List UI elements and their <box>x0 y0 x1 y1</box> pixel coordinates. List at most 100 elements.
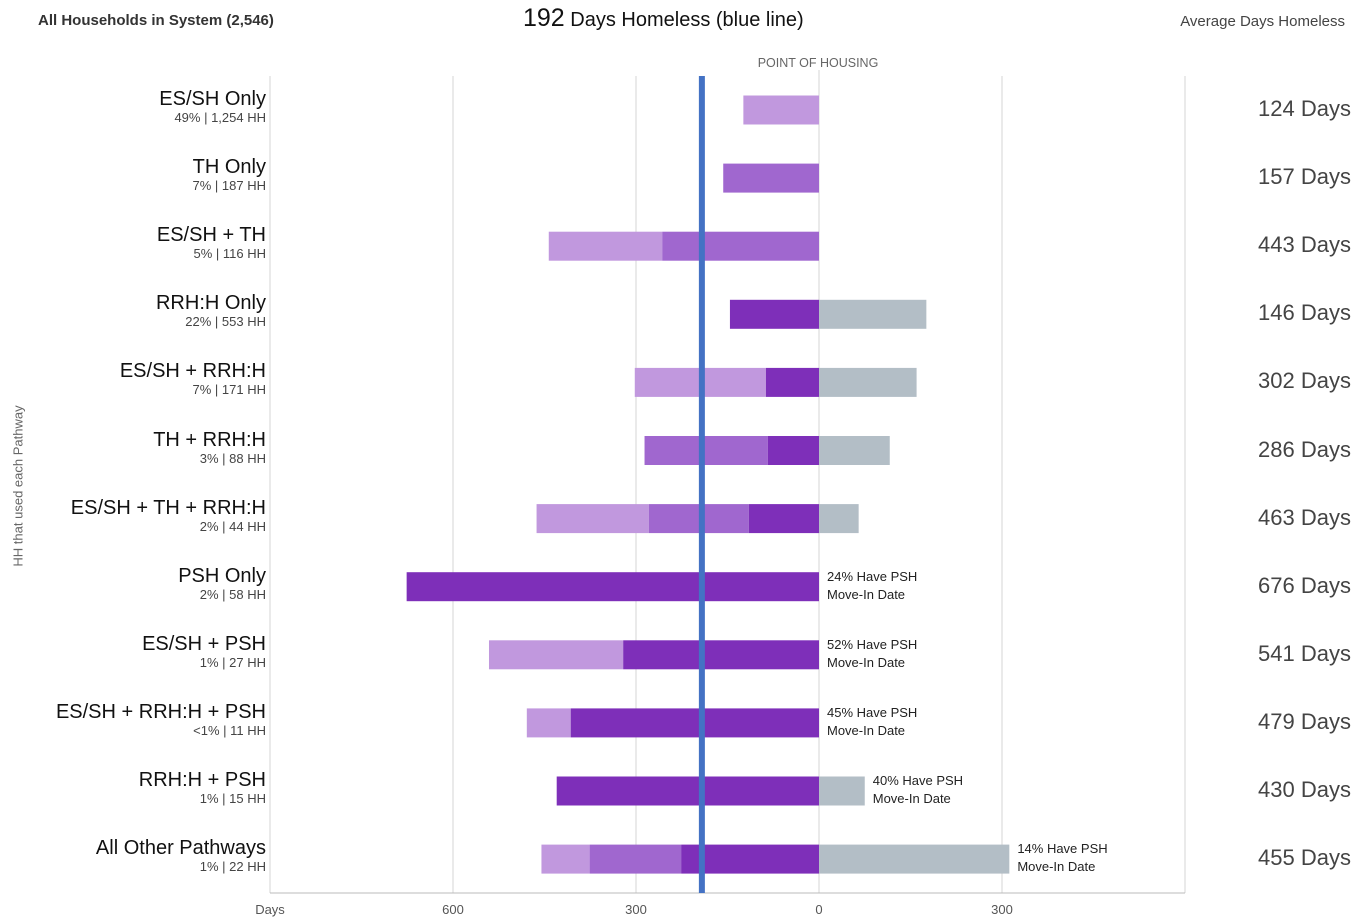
category-share: 2% | 44 HH <box>199 518 266 534</box>
average-days-label: 124 Days <box>1258 96 1351 121</box>
psh-move-in-note: 52% Have PSH Move-In Date <box>827 636 917 672</box>
psh-note-line: 45% Have PSH <box>827 704 918 720</box>
bar-segment <box>536 504 649 534</box>
category-label: ES/SH + PSH 1% | 27 HH <box>142 633 266 671</box>
bar-segment <box>819 504 859 534</box>
category-share: 49% | 1,254 HH <box>174 110 266 125</box>
bar-segment <box>541 844 590 874</box>
average-days-label: 455 Days <box>1258 845 1351 871</box>
bar-segment <box>548 231 663 261</box>
category-name: RRH:H Only <box>155 292 266 315</box>
category-name: TH Only <box>192 156 266 179</box>
x-tick-label: 0 <box>815 902 822 917</box>
category-share: 1% | 15 HH <box>199 791 266 806</box>
x-tick-label: 300 <box>991 902 1013 917</box>
category-label: TH Only 7% | 187 HH <box>193 156 266 194</box>
psh-note-line: 52% Have PSH <box>827 636 918 652</box>
category-name: All Other Pathways <box>95 837 266 860</box>
category-share: <1% | 11 HH <box>193 722 266 738</box>
psh-note-line: 24% Have PSH <box>827 568 918 584</box>
bar-segment <box>819 367 917 397</box>
bar-segment <box>748 504 819 534</box>
category-label: TH + RRH:H 3% | 88 HH <box>153 429 266 467</box>
average-days-label: 430 Days <box>1258 777 1351 802</box>
category-label: ES/SH + RRH:H + PSH <1% | 11 HH <box>56 701 266 739</box>
average-days-caption: Days Homeless (blue line) <box>564 9 804 31</box>
psh-note-line: Move-In Date <box>1017 859 1096 875</box>
bar-segment <box>743 95 819 125</box>
psh-note-line: Move-In Date <box>827 722 906 738</box>
psh-move-in-note: 45% Have PSH Move-In Date <box>827 704 917 740</box>
category-share: 1% | 27 HH <box>199 654 266 670</box>
psh-note-line: Move-In Date <box>872 791 951 806</box>
psh-move-in-note: 24% Have PSH Move-In Date <box>827 568 917 604</box>
psh-note-line: Move-In Date <box>827 586 906 602</box>
average-days-label: 443 Days <box>1258 232 1351 258</box>
category-name: TH + RRH:H <box>153 428 266 451</box>
bar-segment <box>623 640 819 670</box>
average-days-label: 302 Days <box>1258 368 1351 394</box>
bar-segment <box>526 708 571 738</box>
category-name: RRH:H + PSH <box>138 769 266 791</box>
bar-segment <box>819 776 865 806</box>
category-share: 7% | 171 HH <box>192 382 266 398</box>
category-label: ES/SH + TH 5% | 116 HH <box>157 224 266 262</box>
bar-segment <box>406 572 819 602</box>
category-share: 2% | 58 HH <box>199 586 266 602</box>
category-name: ES/SH Only <box>159 88 266 110</box>
psh-move-in-note: 14% Have PSH Move-In Date <box>1017 840 1107 876</box>
bar-segment <box>644 436 768 465</box>
bar-segment <box>488 640 624 670</box>
bar-segment <box>570 708 819 738</box>
average-days-label: 463 Days <box>1258 504 1351 530</box>
bar-segment <box>819 436 890 465</box>
category-label: RRH:H Only 22% | 553 HH <box>156 292 266 330</box>
x-tick-label: Days <box>255 902 285 917</box>
average-days-label: 157 Days <box>1258 164 1351 190</box>
bar-segment <box>589 844 682 874</box>
category-label: ES/SH Only 49% | 1,254 HH <box>159 88 266 126</box>
average-days-label: 146 Days <box>1258 300 1351 326</box>
category-name: ES/SH + TH <box>156 224 266 247</box>
average-days-label: 676 Days <box>1258 572 1351 598</box>
average-days-label: 541 Days <box>1258 640 1351 666</box>
category-label: PSH Only 2% | 58 HH <box>178 565 266 603</box>
chart-header-right: Average Days Homeless <box>1180 13 1345 30</box>
psh-note-line: Move-In Date <box>827 654 906 670</box>
bar-segment <box>767 436 819 465</box>
category-name: ES/SH + RRH:H <box>119 360 266 383</box>
category-label: All Other Pathways 1% | 22 HH <box>96 837 266 875</box>
category-label: RRH:H + PSH 1% | 15 HH <box>139 769 266 807</box>
category-name: ES/SH + RRH:H + PSH <box>55 700 266 723</box>
category-label: ES/SH + TH + RRH:H 2% | 44 HH <box>71 497 266 535</box>
bar-segment <box>648 504 749 534</box>
category-share: 22% | 553 HH <box>185 314 266 330</box>
bar-segment <box>819 844 1010 874</box>
chart-header-left: All Households in System (2,546) <box>38 12 274 29</box>
bar-segment <box>819 299 927 329</box>
x-tick-label: 300 <box>625 902 647 917</box>
category-share: 3% | 88 HH <box>199 450 266 466</box>
category-share: 7% | 187 HH <box>192 178 266 194</box>
category-name: ES/SH + TH + RRH:H <box>70 496 266 519</box>
category-share: 1% | 22 HH <box>199 859 266 875</box>
bar-segment <box>765 367 819 397</box>
chart-header-center: 192 Days Homeless (blue line) <box>523 4 804 33</box>
bar-segment <box>723 163 819 193</box>
psh-note-line: 40% Have PSH <box>872 773 964 788</box>
average-days-number: 192 <box>523 4 565 32</box>
category-share: 5% | 116 HH <box>193 246 266 262</box>
category-name: PSH Only <box>178 564 266 587</box>
x-tick-label: 600 <box>442 902 464 917</box>
category-label: ES/SH + RRH:H 7% | 171 HH <box>120 360 266 398</box>
average-days-label: 286 Days <box>1258 436 1351 462</box>
point-of-housing-label: POINT OF HOUSING <box>757 56 879 70</box>
bar-segment <box>662 231 819 261</box>
category-name: ES/SH + PSH <box>142 632 266 655</box>
average-days-label: 479 Days <box>1258 708 1351 734</box>
psh-note-line: 14% Have PSH <box>1017 841 1108 857</box>
bar-segment <box>556 776 819 806</box>
psh-move-in-note: 40% Have PSH Move-In Date <box>873 772 963 808</box>
bar-segment <box>729 299 819 329</box>
